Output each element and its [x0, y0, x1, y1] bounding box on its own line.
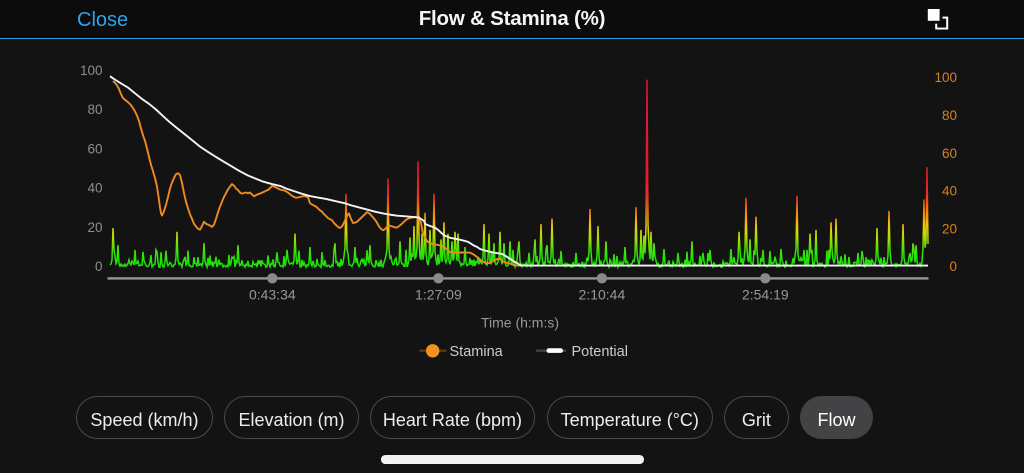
- svg-text:2:54:19: 2:54:19: [742, 287, 789, 303]
- svg-text:80: 80: [87, 102, 102, 117]
- svg-text:0:43:34: 0:43:34: [249, 287, 296, 303]
- svg-text:20: 20: [942, 221, 957, 236]
- svg-text:40: 40: [942, 184, 957, 199]
- svg-text:40: 40: [87, 181, 102, 196]
- svg-text:60: 60: [87, 141, 102, 156]
- svg-text:80: 80: [942, 108, 957, 123]
- svg-text:20: 20: [87, 220, 102, 235]
- svg-text:1:27:09: 1:27:09: [415, 287, 462, 303]
- svg-text:0: 0: [95, 259, 103, 274]
- svg-text:100: 100: [80, 63, 103, 78]
- svg-text:60: 60: [942, 146, 957, 161]
- svg-text:0: 0: [949, 259, 957, 274]
- svg-text:2:10:44: 2:10:44: [579, 287, 626, 303]
- svg-text:Potential: Potential: [572, 344, 628, 360]
- svg-text:Stamina: Stamina: [450, 344, 504, 360]
- svg-text:100: 100: [934, 70, 957, 85]
- svg-text:Time (h:m:s): Time (h:m:s): [481, 315, 559, 331]
